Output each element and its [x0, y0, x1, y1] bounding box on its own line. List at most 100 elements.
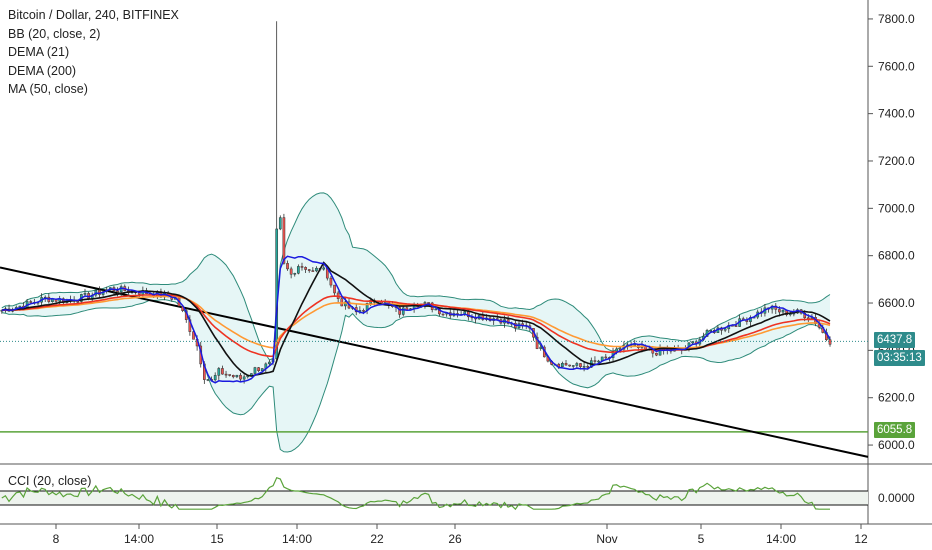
- candle-body: [253, 367, 257, 374]
- bb-lower-line: [1, 299, 831, 453]
- candle-body: [322, 267, 326, 270]
- x-tick-label: 26: [448, 532, 462, 546]
- y-tick-label: 6600.0: [878, 296, 915, 310]
- candle-body: [723, 328, 727, 331]
- x-tick-label: 8: [53, 532, 60, 546]
- candle-body: [709, 330, 713, 332]
- x-tick-label: 22: [370, 532, 384, 546]
- candle-body: [206, 379, 210, 381]
- candle-body: [257, 367, 260, 371]
- candle-body: [568, 364, 571, 367]
- candle-body: [575, 363, 579, 366]
- candle-body: [593, 360, 597, 362]
- candle-body: [564, 363, 568, 366]
- candle-body: [344, 301, 347, 307]
- candle-body: [781, 309, 785, 313]
- candle-body: [228, 374, 231, 376]
- candle-body: [300, 266, 304, 268]
- candle-body: [289, 268, 293, 275]
- x-tick-label: 14:00: [124, 532, 154, 546]
- candle-body: [311, 270, 315, 272]
- countdown-tag: 03:35:13: [874, 350, 925, 366]
- candle-body: [213, 375, 217, 381]
- x-tick-label: Nov: [596, 532, 617, 546]
- cci-band-fill: [0, 491, 868, 505]
- trendline: [0, 266, 869, 458]
- candle-body: [734, 325, 738, 327]
- x-tick-label: 12: [854, 532, 868, 546]
- candle-body: [582, 366, 586, 368]
- candle-body: [778, 309, 781, 313]
- candle-body: [307, 269, 311, 271]
- y-tick-label: 6200.0: [878, 391, 915, 405]
- candle-body: [278, 217, 282, 230]
- legend-dema200: DEMA (200): [8, 63, 77, 78]
- candle-body: [260, 368, 264, 371]
- candle-body: [398, 307, 401, 315]
- candle-body: [297, 266, 300, 274]
- candle-body: [539, 346, 543, 349]
- candle-body: [571, 365, 575, 367]
- candle-body: [242, 376, 246, 380]
- candle-body: [604, 356, 608, 359]
- candle-body: [217, 368, 221, 376]
- candle-body: [29, 301, 33, 303]
- x-tick-label: 5: [698, 532, 705, 546]
- candle-body: [231, 375, 235, 378]
- candle-body: [224, 373, 228, 376]
- candle-body: [362, 310, 365, 312]
- x-tick-label: 14:00: [766, 532, 796, 546]
- dema21-line: [1, 255, 831, 384]
- chart-legend: Bitcoin / Dollar, 240, BITFINEX BB (20, …: [8, 6, 179, 99]
- legend-ma50: MA (50, close): [8, 82, 88, 96]
- candle-body: [434, 308, 438, 311]
- candle-body: [401, 307, 405, 315]
- candle-body: [116, 290, 119, 293]
- bb-band-fill: [1, 192, 831, 452]
- candle-body: [304, 267, 307, 270]
- candle-body: [438, 308, 441, 315]
- candle-body: [828, 339, 832, 345]
- candle-body: [597, 360, 600, 363]
- candle-body: [615, 348, 618, 352]
- candle-body: [83, 293, 87, 295]
- candle-body: [293, 273, 297, 275]
- y-tick-label: 6800.0: [878, 249, 915, 263]
- cci-tick-label: 0.0000: [878, 491, 915, 505]
- candle-body: [691, 341, 694, 344]
- candle-body: [655, 352, 658, 356]
- candle-body: [239, 374, 242, 380]
- support-level-tag: 6055.8: [874, 422, 916, 438]
- x-tick-label: 14:00: [282, 532, 312, 546]
- candle-body: [76, 301, 80, 303]
- y-tick-label: 7000.0: [878, 201, 915, 215]
- candle-body: [579, 363, 582, 367]
- candle-body: [427, 302, 430, 304]
- cci-line: [1, 476, 830, 511]
- y-tick-label: 7200.0: [878, 154, 915, 168]
- candle-body: [561, 363, 564, 367]
- last-price-tag: 6437.8: [874, 332, 916, 348]
- candle-body: [441, 313, 445, 316]
- candle-body: [286, 263, 289, 270]
- candle-body: [586, 366, 590, 368]
- candle-body: [329, 277, 333, 286]
- y-tick-label: 7800.0: [878, 12, 915, 26]
- legend-dema21: DEMA (21): [8, 45, 70, 59]
- chart-title: Bitcoin / Dollar, 240, BITFINEX: [8, 8, 179, 22]
- y-tick-label: 7400.0: [878, 107, 915, 121]
- cci-legend: CCI (20, close): [8, 474, 92, 488]
- candle-body: [235, 374, 239, 378]
- y-tick-label: 6000.0: [878, 438, 915, 452]
- x-tick-label: 15: [210, 532, 224, 546]
- ma50-line: [1, 261, 831, 377]
- candle-body: [268, 361, 271, 365]
- bb-upper-line: [1, 192, 831, 361]
- legend-bb: BB (20, close, 2): [8, 26, 101, 41]
- candle-body: [535, 336, 539, 349]
- candle-body: [315, 267, 318, 272]
- candle-body: [221, 368, 224, 375]
- candle-body: [333, 284, 336, 294]
